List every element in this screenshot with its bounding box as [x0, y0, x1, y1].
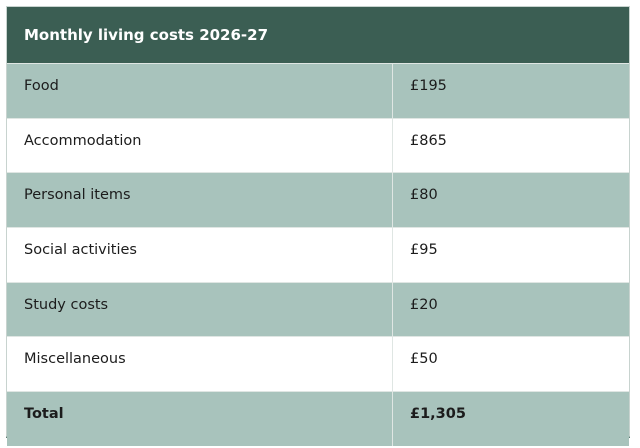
row-label: Study costs — [7, 282, 393, 337]
living-costs-table: Monthly living costs 2026-27 Food £195 A… — [6, 6, 630, 446]
table-row: Food £195 — [7, 63, 629, 118]
total-row: Total £1,305 — [7, 391, 629, 446]
row-value: £865 — [410, 132, 447, 149]
table-body: Food £195 Accommodation £865 Personal it… — [7, 63, 629, 446]
row-label: Food — [7, 64, 393, 118]
row-value: £50 — [410, 351, 438, 368]
row-label: Miscellaneous — [7, 337, 393, 392]
row-label: Social activities — [7, 228, 393, 282]
table-row: Study costs £20 — [7, 281, 629, 337]
table-row: Personal items £80 — [7, 172, 629, 228]
row-label: Accommodation — [7, 118, 393, 173]
table-row: Accommodation £865 — [7, 117, 629, 173]
table-title: Monthly living costs 2026-27 — [7, 7, 629, 63]
total-label: Total — [7, 392, 393, 446]
total-value: £1,305 — [410, 406, 466, 423]
row-value: £95 — [410, 242, 438, 259]
row-value: £80 — [410, 187, 438, 204]
row-label: Personal items — [7, 173, 393, 228]
row-value: £20 — [410, 296, 438, 313]
table-row: Social activities £95 — [7, 227, 629, 282]
row-value: £195 — [410, 78, 447, 94]
table-row: Miscellaneous £50 — [7, 336, 629, 392]
